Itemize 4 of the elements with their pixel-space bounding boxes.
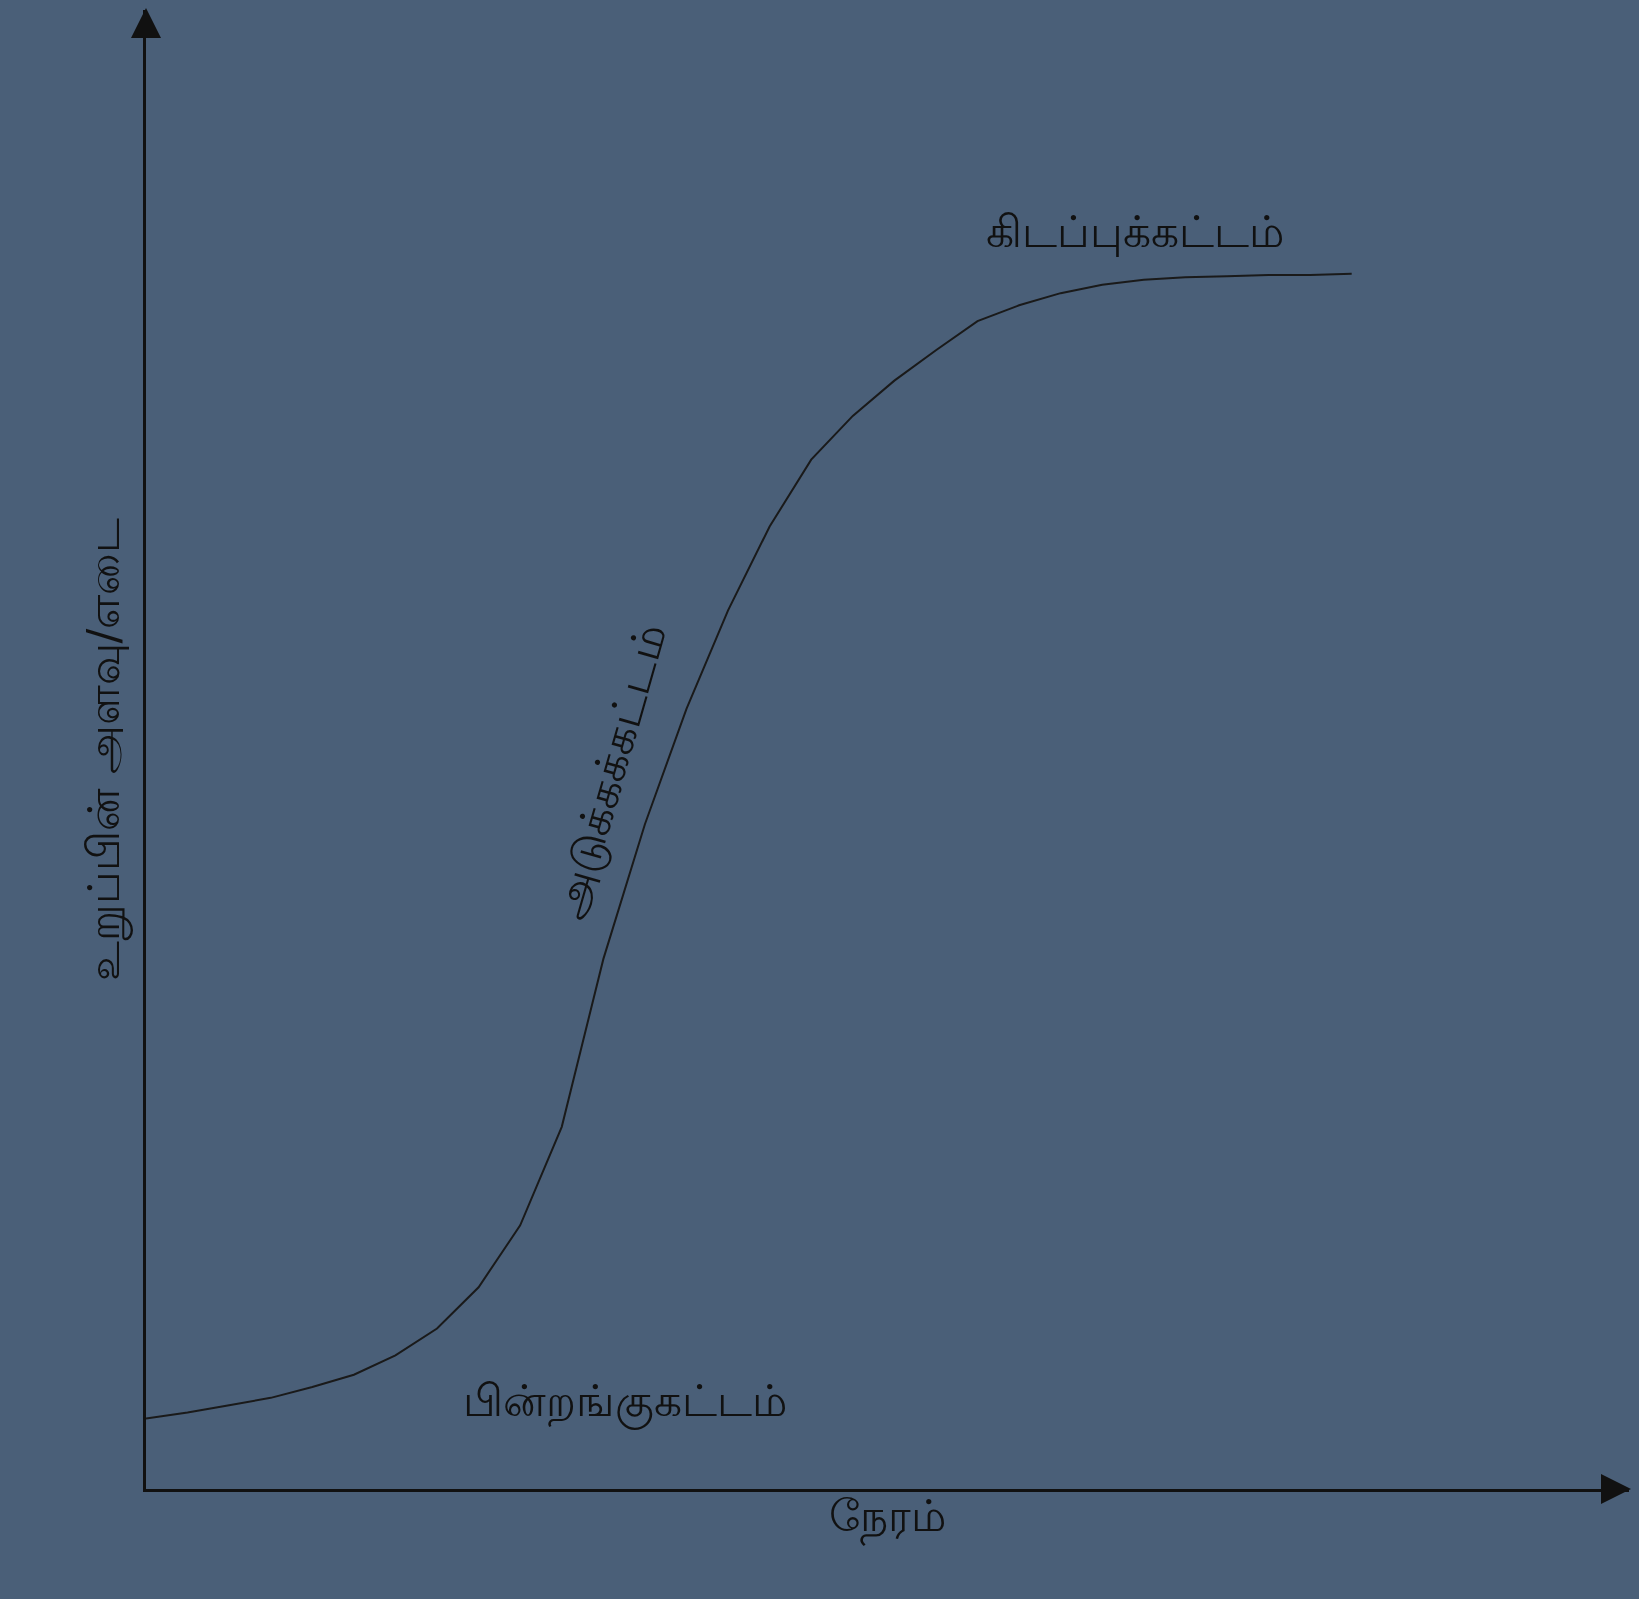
annotation: பின்றங்குகட்டம் xyxy=(463,1375,787,1430)
x-axis-title: நேரம் xyxy=(829,1490,946,1547)
y-axis-title: உறுப்பின் அளவு/எடை xyxy=(78,517,134,982)
text: கிடப்புக்கட்டம் xyxy=(986,206,1284,257)
